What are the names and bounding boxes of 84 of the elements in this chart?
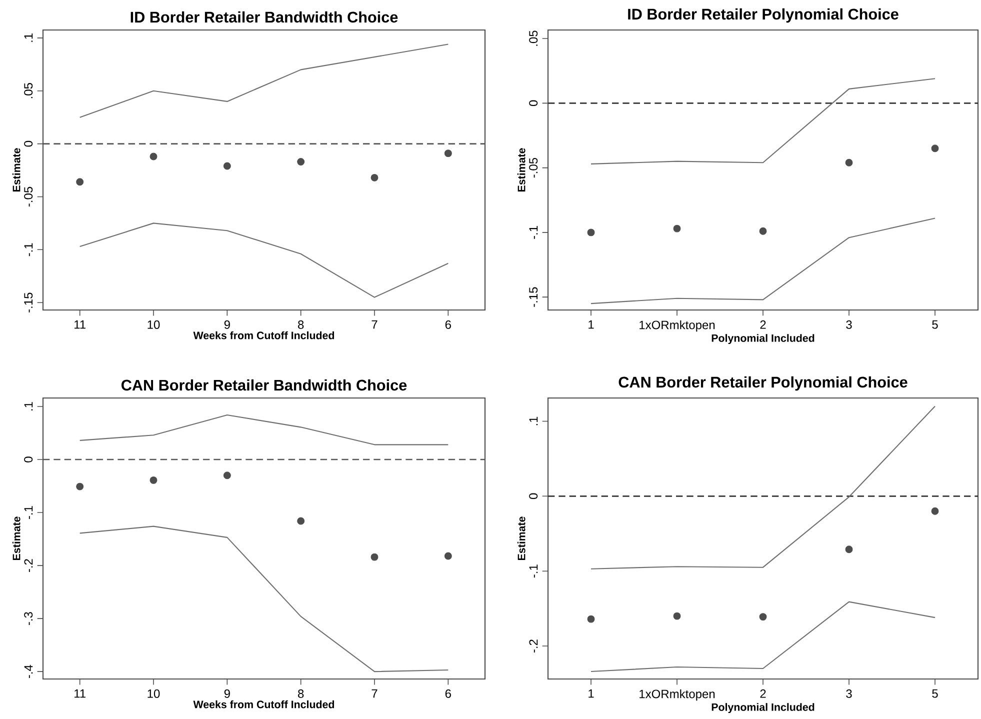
point (370, 174, 378, 182)
y-tick-label: 0 (529, 493, 538, 500)
x-tick-label: 1xORmktopen (640, 320, 715, 332)
point (370, 553, 378, 561)
y-tick-label: -.2 (529, 640, 538, 652)
point (845, 546, 853, 554)
point (223, 162, 231, 170)
y-tick-label: -.05 (529, 158, 538, 178)
line-series (590, 601, 936, 672)
y-tick-label: .1 (24, 402, 33, 410)
x-tick-label: 11 (74, 689, 86, 698)
x-tick-label: 9 (224, 320, 230, 329)
y-tick-label: -.05 (24, 186, 33, 207)
y-tick-label: 0 (529, 100, 538, 106)
y-tick-label: .1 (529, 416, 538, 426)
point (931, 144, 939, 152)
y-tick-label: 0 (24, 140, 33, 147)
point (76, 482, 84, 490)
x-tick-label: 1xORmktopen (640, 689, 715, 701)
x-tick-label: 11 (74, 320, 86, 329)
chart-title: CAN Border Retailer Polynomial Choice (618, 376, 908, 391)
y-tick-label: -.15 (24, 292, 33, 312)
point (297, 158, 305, 166)
x-axis-title: Polynomial Included (712, 334, 814, 344)
point (76, 178, 84, 186)
y-tick-label: -.4 (24, 664, 33, 678)
x-tick-label: 7 (372, 320, 378, 329)
x-tick-label: 1 (588, 320, 594, 329)
point (150, 152, 158, 160)
point (444, 150, 452, 158)
chart-title: ID Border Retailer Polynomial Choice (628, 8, 898, 23)
y-axis-title: Estimate (517, 516, 526, 560)
y-tick-label: -.15 (529, 287, 538, 307)
point (673, 224, 681, 232)
x-axis-title: Weeks from Cutoff Included (193, 331, 334, 340)
y-tick-label: -.2 (24, 559, 33, 572)
x-tick-label: 10 (148, 689, 160, 698)
x-tick-label: 10 (148, 320, 160, 329)
y-tick-label: 0 (24, 456, 33, 462)
x-tick-label: 7 (372, 689, 378, 698)
point (845, 158, 853, 166)
x-tick-label: 3 (846, 320, 852, 329)
point (297, 517, 305, 525)
chart-title: ID Border Retailer Bandwidth Choice (130, 11, 398, 23)
point (444, 552, 452, 560)
point (150, 476, 158, 484)
x-tick-label: 9 (224, 689, 230, 698)
x-tick-label: 3 (846, 689, 852, 698)
y-axis-title: Estimate (517, 148, 526, 192)
x-tick-label: 1 (588, 689, 594, 698)
y-tick-label: -.1 (529, 226, 538, 239)
line-series (590, 406, 936, 570)
y-tick-label: -.1 (24, 506, 33, 519)
point (759, 227, 767, 235)
chart-title: CAN Border Retailer Bandwidth Choice (122, 379, 407, 391)
y-tick-label: .05 (24, 83, 33, 98)
line-series (79, 222, 449, 298)
x-tick-label: 2 (760, 689, 766, 698)
y-tick-label: -.1 (24, 243, 33, 256)
x-tick-label: 8 (298, 689, 304, 698)
point (931, 507, 939, 515)
x-tick-label: 6 (445, 689, 451, 698)
x-axis-title: Polynomial Included (712, 703, 814, 714)
line-series (79, 414, 449, 446)
x-tick-label: 6 (445, 320, 451, 329)
y-tick-label: .1 (24, 34, 33, 42)
y-axis-title: Estimate (12, 516, 20, 560)
y-tick-label: .05 (529, 30, 538, 46)
point (223, 472, 231, 480)
line-series (79, 526, 449, 672)
x-tick-label: 2 (760, 320, 766, 329)
y-tick-label: -.3 (24, 612, 33, 626)
x-tick-label: 8 (298, 320, 304, 329)
y-tick-label: -.1 (529, 564, 538, 578)
x-tick-label: 5 (932, 689, 938, 698)
point (759, 613, 767, 621)
point (587, 228, 595, 236)
point (673, 612, 681, 620)
line-series (590, 78, 936, 164)
point (587, 615, 595, 623)
y-axis-title: Estimate (12, 148, 20, 192)
x-axis-title: Weeks from Cutoff Included (193, 700, 334, 708)
line-series (590, 218, 936, 304)
x-tick-label: 5 (932, 320, 938, 329)
